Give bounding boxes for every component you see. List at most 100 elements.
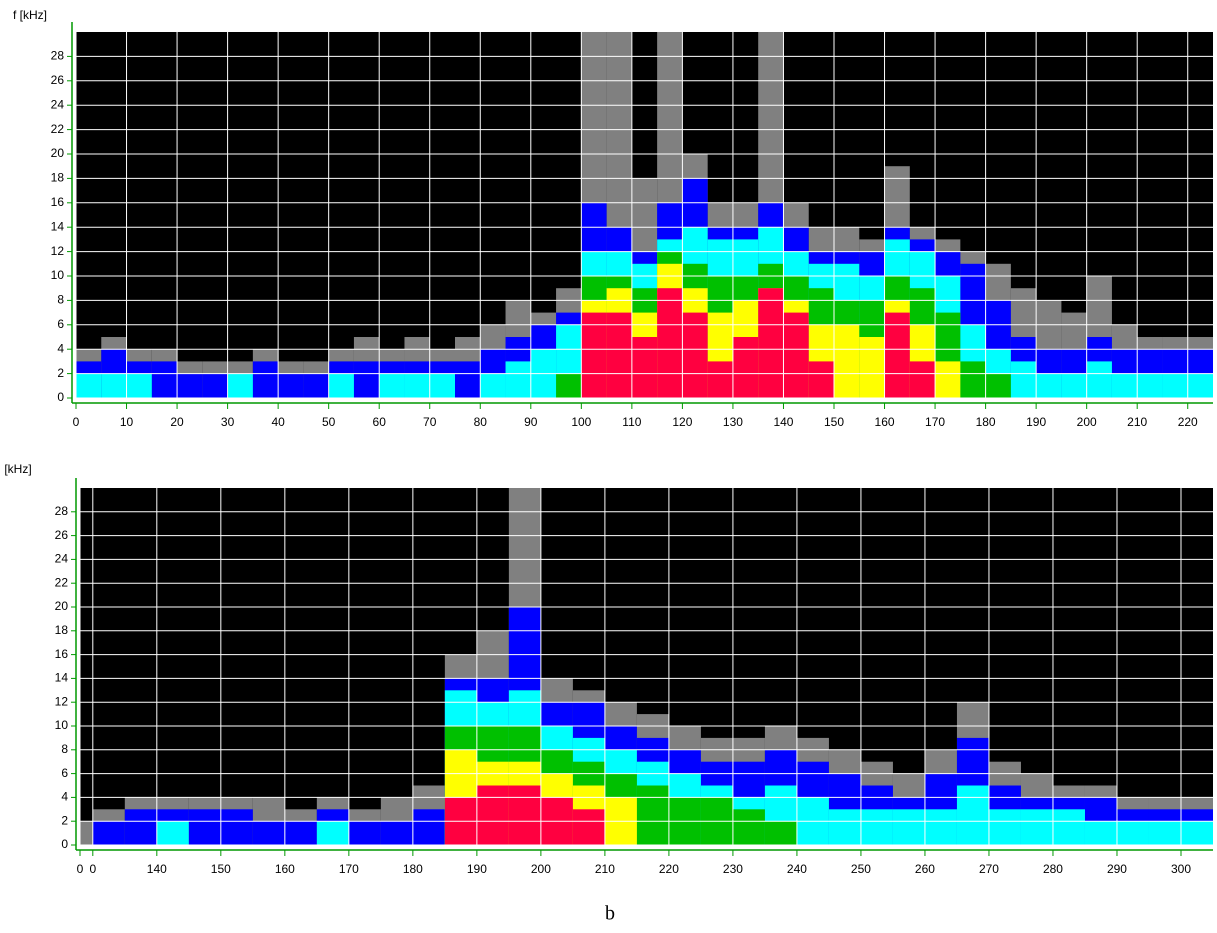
y-tick-label: 0 <box>61 837 68 851</box>
y-tick-label: 26 <box>55 528 69 542</box>
heat-cell <box>809 361 834 398</box>
x-tick-label: 70 <box>423 415 437 429</box>
y-tick-label: 8 <box>61 742 68 756</box>
x-tick-label: 270 <box>979 862 999 876</box>
x-tick-label: 140 <box>147 862 167 876</box>
heat-cell <box>1137 374 1162 398</box>
x-tick-label: 200 <box>1077 415 1097 429</box>
y-tick-label: 4 <box>57 341 64 355</box>
y-tick-label: 10 <box>55 718 69 732</box>
heat-cell <box>682 313 707 398</box>
x-tick-label: 50 <box>322 415 336 429</box>
x-tick-label: 180 <box>403 862 423 876</box>
heat-cell <box>1188 374 1213 398</box>
heat-cell <box>925 809 957 845</box>
heat-cell <box>637 786 669 846</box>
x-tick-label: 130 <box>723 415 743 429</box>
x-tick-label: 40 <box>271 415 285 429</box>
page: b 02468101214161820222426280102030405060… <box>0 0 1217 933</box>
heat-cell <box>1112 374 1137 398</box>
heat-cell <box>430 374 455 398</box>
y-tick-label: 20 <box>55 599 69 613</box>
heat-cell <box>1061 374 1086 398</box>
x-tick-label: 210 <box>595 862 615 876</box>
y-tick-label: 12 <box>55 694 69 708</box>
y-tick-label: 24 <box>55 552 69 566</box>
heat-cell <box>1087 361 1112 398</box>
x-tick-label: 0 <box>89 862 96 876</box>
x-tick-label: 10 <box>120 415 134 429</box>
heat-cell <box>413 809 445 845</box>
heat-cell <box>986 374 1011 398</box>
y-tick-label: 22 <box>51 122 65 136</box>
heat-cell <box>477 786 509 846</box>
heat-cell <box>1117 821 1149 845</box>
heat-cell <box>127 374 152 398</box>
heat-cell <box>632 337 657 398</box>
heat-cell <box>509 786 541 846</box>
x-tick-label: 140 <box>773 415 793 429</box>
y-tick-label: 2 <box>57 366 64 380</box>
y-tick-label: 22 <box>55 575 69 589</box>
y-axis-title: [kHz] <box>4 462 31 476</box>
heat-cell <box>354 361 379 398</box>
y-tick-label: 20 <box>51 146 65 160</box>
heat-cell <box>783 313 808 398</box>
heat-cell <box>157 821 189 845</box>
heat-cell <box>189 809 221 845</box>
heat-cell <box>506 361 531 398</box>
x-tick-label: 160 <box>275 862 295 876</box>
heat-cell <box>957 786 989 846</box>
y-tick-label: 18 <box>55 623 69 637</box>
heat-cell <box>177 374 202 398</box>
x-tick-label: 260 <box>915 862 935 876</box>
heat-cell <box>152 361 177 398</box>
heat-cell <box>125 809 157 845</box>
x-tick-label: 110 <box>622 415 641 429</box>
heat-cell <box>581 313 606 398</box>
x-tick-label: 200 <box>531 862 551 876</box>
heat-cell <box>834 325 859 398</box>
y-tick-label: 6 <box>57 317 64 331</box>
x-tick-label: 20 <box>170 415 184 429</box>
heat-cell <box>480 374 505 398</box>
x-tick-label: 30 <box>221 415 235 429</box>
heat-cell <box>960 361 985 398</box>
y-tick-label: 12 <box>51 244 65 258</box>
heat-cell <box>329 374 354 398</box>
heat-cell <box>404 374 429 398</box>
x-tick-label: 60 <box>373 415 387 429</box>
heat-cell <box>733 337 758 398</box>
heat-cell <box>607 313 632 398</box>
x-tick-label: 190 <box>1026 415 1046 429</box>
heat-cell <box>285 821 317 845</box>
y-tick-label: 24 <box>51 97 65 111</box>
x-tick-label: 250 <box>851 862 871 876</box>
x-tick-label: 300 <box>1171 862 1191 876</box>
heat-cell <box>885 313 910 398</box>
heat-cell <box>573 809 605 845</box>
heat-cell <box>379 374 404 398</box>
heat-cell <box>221 809 253 845</box>
x-tick-label: 100 <box>571 415 591 429</box>
heat-cell <box>1162 374 1187 398</box>
y-tick-label: 10 <box>51 268 65 282</box>
y-tick-label: 18 <box>51 171 65 185</box>
heat-cell <box>76 374 101 398</box>
x-tick-label: 230 <box>723 862 743 876</box>
heat-cell <box>381 821 413 845</box>
y-tick-label: 26 <box>51 73 65 87</box>
heat-cell <box>101 374 126 398</box>
y-tick-label: 0 <box>57 390 64 404</box>
x-tick-label: 120 <box>672 415 692 429</box>
x-tick-label: 170 <box>925 415 945 429</box>
heat-cell <box>935 361 960 398</box>
x-tick-label: 280 <box>1043 862 1063 876</box>
x-tick-label: 90 <box>524 415 538 429</box>
x-tick-label: 180 <box>976 415 996 429</box>
y-axis-title: f [kHz] <box>13 8 47 22</box>
x-tick-label: 0 <box>77 862 84 876</box>
x-tick-label: 240 <box>787 862 807 876</box>
x-tick-label: 160 <box>875 415 895 429</box>
heat-cell <box>455 361 480 398</box>
